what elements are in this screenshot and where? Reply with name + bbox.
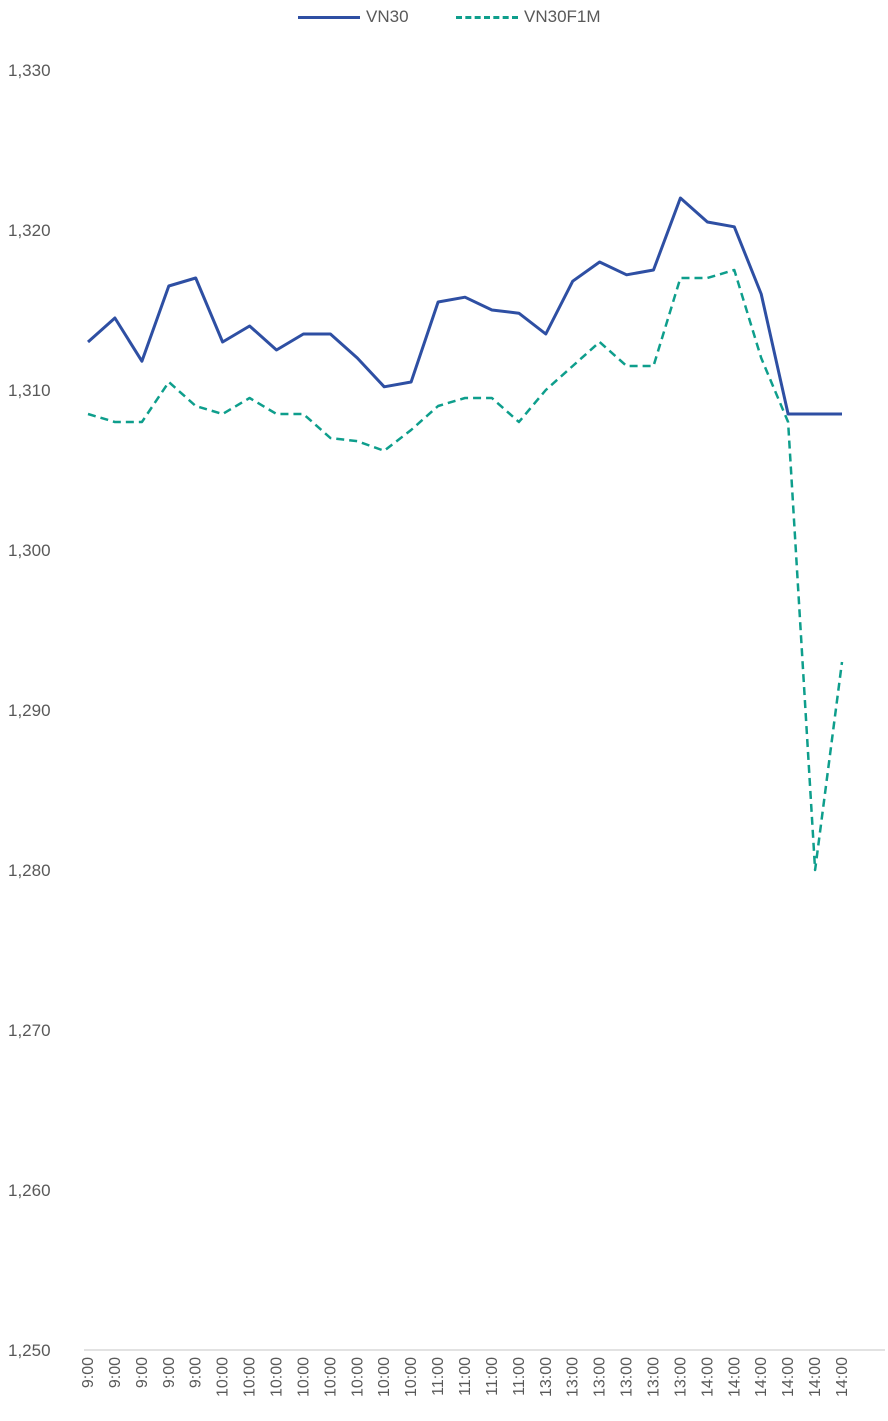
x-tick-label: 14:00 (726, 1357, 743, 1397)
legend: VN30 VN30F1M (0, 4, 888, 30)
y-tick-label: 1,290 (8, 701, 51, 720)
y-tick-label: 1,320 (8, 221, 51, 240)
x-tick-label: 14:00 (753, 1357, 770, 1397)
legend-swatch-vn30 (298, 15, 360, 19)
y-tick-label: 1,300 (8, 541, 51, 560)
x-tick-label: 13:00 (619, 1357, 636, 1397)
series-line-vn30 (87, 196, 842, 416)
x-tick-label: 13:00 (646, 1357, 663, 1397)
legend-label-vn30f1m: VN30F1M (524, 7, 601, 26)
x-tick-label: 9:00 (161, 1357, 178, 1388)
y-tick-label: 1,280 (8, 861, 51, 880)
x-tick-label: 13:00 (592, 1357, 609, 1397)
y-tick-label: 1,250 (8, 1341, 51, 1360)
x-tick-label: 13:00 (672, 1357, 689, 1397)
x-tick-label: 9:00 (80, 1357, 97, 1388)
x-tick-label: 9:00 (134, 1357, 151, 1388)
series-line-vn30f1m (87, 268, 844, 872)
y-axis-tick-labels: 1,250 1,260 1,270 1,280 1,290 1,300 1,310 1,320… (8, 61, 51, 1360)
x-tick-label: 11:00 (430, 1357, 447, 1396)
x-tick-label: 13:00 (565, 1357, 582, 1397)
legend-item-vn30: VN30 (298, 4, 409, 30)
x-tick-label: 14:00 (834, 1357, 851, 1397)
x-axis-tick-labels: 9:00 9:00 9:00 9:00 9:00 10:00 10:00 10:00 10:00… (80, 1357, 851, 1397)
x-tick-label: 10:00 (322, 1357, 339, 1397)
x-tick-label: 11:00 (457, 1357, 474, 1396)
y-tick-label: 1,260 (8, 1181, 51, 1200)
x-tick-label: 9:00 (188, 1357, 205, 1388)
x-tick-label: 10:00 (242, 1357, 259, 1397)
x-tick-label: 10:00 (403, 1357, 420, 1397)
series-layer (87, 196, 844, 872)
legend-label-vn30: VN30 (366, 7, 409, 26)
legend-item-vn30f1m: VN30F1M (456, 4, 601, 30)
x-tick-label: 9:00 (107, 1357, 124, 1388)
y-tick-label: 1,330 (8, 61, 51, 80)
x-tick-label: 10:00 (215, 1357, 232, 1397)
x-tick-label: 14:00 (807, 1357, 824, 1397)
x-tick-label: 11:00 (511, 1357, 528, 1396)
x-tick-label: 14:00 (699, 1357, 716, 1397)
x-tick-label: 10:00 (269, 1357, 286, 1397)
legend-swatch-vn30f1m (456, 15, 518, 19)
x-tick-label: 11:00 (484, 1357, 501, 1396)
x-tick-label: 14:00 (780, 1357, 797, 1397)
x-tick-label: 10:00 (295, 1357, 312, 1397)
x-tick-label: 10:00 (349, 1357, 366, 1397)
x-tick-label: 10:00 (376, 1357, 393, 1397)
y-tick-label: 1,310 (8, 381, 51, 400)
y-tick-label: 1,270 (8, 1021, 51, 1040)
x-tick-label: 13:00 (538, 1357, 555, 1397)
